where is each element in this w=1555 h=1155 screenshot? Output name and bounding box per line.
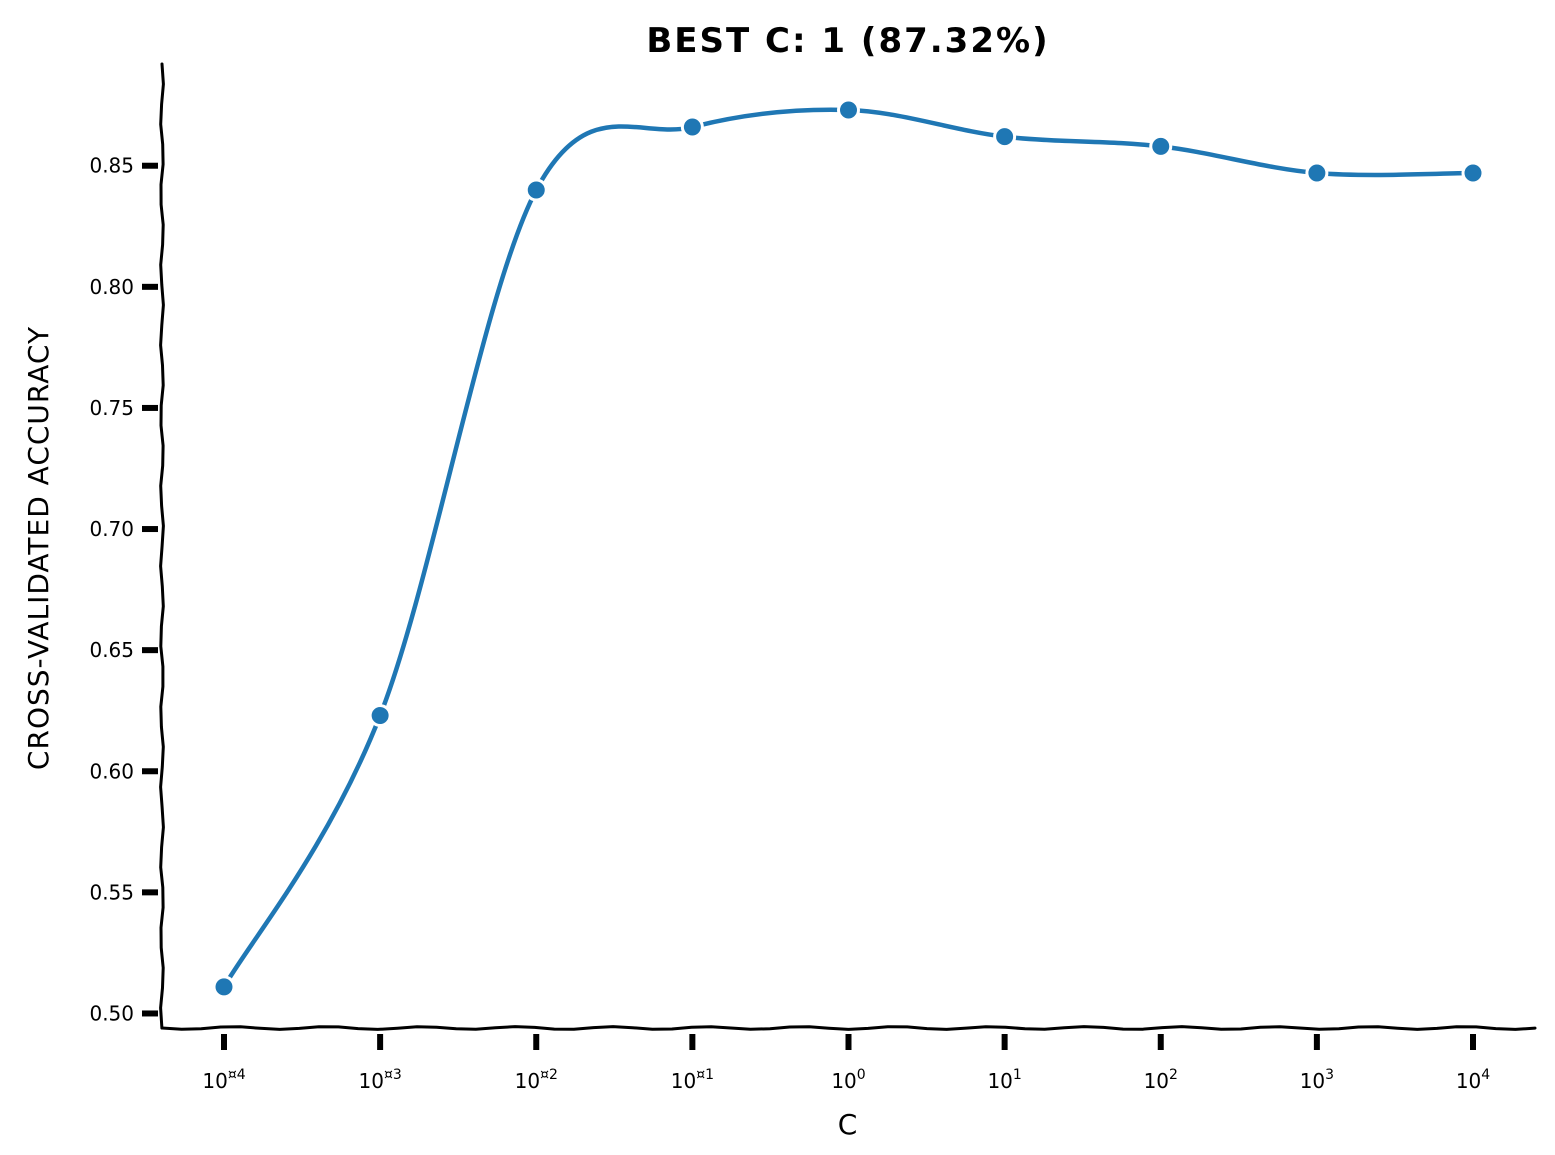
axis-spines <box>159 62 1537 1031</box>
y-axis-spine <box>159 62 165 1030</box>
series-line <box>221 107 1476 990</box>
x-axis-spine <box>160 1025 1537 1031</box>
y-tick-label: 0.80 <box>89 275 134 299</box>
x-tick-label: 101 <box>987 1067 1021 1093</box>
x-tick-label: 102 <box>1144 1067 1178 1093</box>
chart-title: BEST C: 1 (87.32%) <box>646 21 1049 61</box>
x-tick-label: 10¤4 <box>202 1067 245 1093</box>
data-point <box>1305 161 1329 185</box>
y-axis-label: CROSS-VALIDATED ACCURACY <box>22 326 55 770</box>
x-tick-label: 10¤3 <box>358 1067 401 1093</box>
data-point <box>837 98 860 122</box>
x-tick-label: 103 <box>1300 1067 1334 1093</box>
x-tick-label: 10¤1 <box>671 1067 714 1093</box>
x-tick-label: 10¤2 <box>515 1067 558 1093</box>
data-point <box>212 975 236 999</box>
x-axis-label: C <box>838 1108 859 1141</box>
data-point <box>1461 161 1485 185</box>
y-tick-label: 0.85 <box>89 154 134 178</box>
data-point <box>524 178 548 202</box>
series-layer <box>212 98 1485 999</box>
data-point <box>993 125 1017 149</box>
y-tick-label: 0.50 <box>89 1001 134 1025</box>
x-axis-ticks: 10¤4 10¤3 10¤2 10¤1 100 101 102 103 104 <box>202 1034 1490 1093</box>
data-point <box>368 704 392 728</box>
y-tick-label: 0.55 <box>89 880 134 904</box>
y-tick-label: 0.60 <box>89 759 134 783</box>
y-tick-label: 0.65 <box>89 638 134 662</box>
x-tick-label: 104 <box>1456 1067 1490 1093</box>
series-line-halo <box>221 107 1476 990</box>
y-axis-ticks: 0.50 0.55 0.60 0.65 0.70 0.75 0.80 0.85 <box>89 154 158 1025</box>
data-point <box>680 115 704 139</box>
y-tick-label: 0.75 <box>89 396 134 420</box>
x-tick-label: 100 <box>831 1067 865 1093</box>
y-tick-label: 0.70 <box>89 517 134 541</box>
data-point <box>1149 134 1173 158</box>
